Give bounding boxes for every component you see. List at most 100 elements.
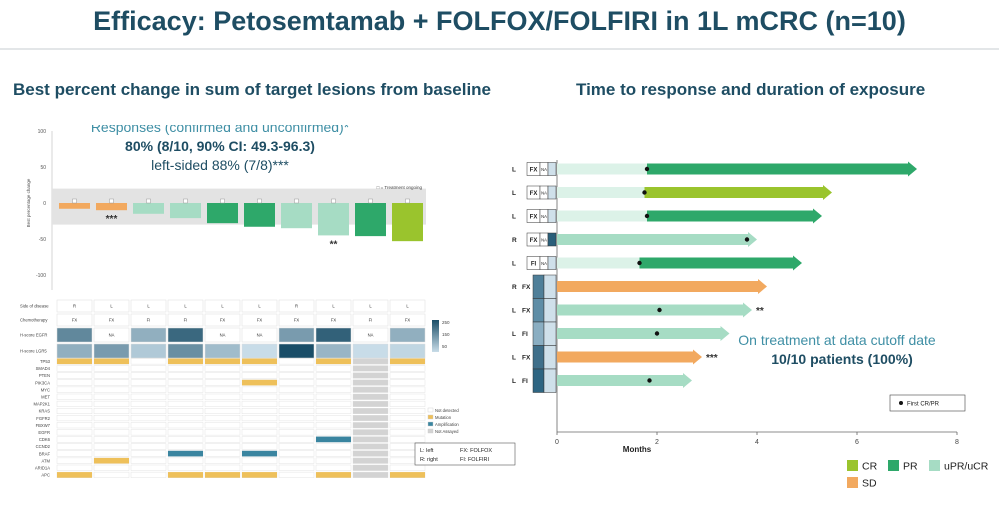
patient-chemo: FX	[522, 284, 531, 291]
mutation-cell	[389, 436, 426, 443]
mutation-cell	[352, 422, 389, 429]
ongoing-marker	[146, 198, 151, 204]
table-cell	[352, 343, 389, 359]
egfr-na: NA	[541, 191, 547, 196]
mutation-cell	[352, 372, 389, 379]
mutation-cell	[93, 471, 130, 478]
mutation-cell	[389, 400, 426, 407]
hscore-scale-label: 150	[442, 332, 450, 337]
patient-side: L	[512, 261, 516, 268]
mutation-cell	[278, 400, 315, 407]
table-cell-text: FX	[405, 318, 411, 323]
title-divider	[0, 48, 999, 50]
gene-label: MET	[41, 395, 50, 400]
patient-side: R	[512, 237, 517, 244]
table-cell	[93, 299, 130, 313]
alteration-cell	[57, 472, 92, 478]
bar-pre-response	[557, 163, 647, 175]
mutation-cell	[93, 464, 130, 471]
table-row-label: H-score LGR5	[20, 349, 47, 354]
mutation-cell	[56, 372, 93, 379]
mutation-cell	[130, 457, 167, 464]
gene-label: EGFR	[38, 430, 50, 435]
hscore-scale-label: 250	[442, 320, 450, 325]
first-response-marker	[744, 237, 750, 242]
bar-arrowhead	[813, 208, 822, 224]
table-cell	[130, 343, 167, 359]
mutation-cell	[389, 422, 426, 429]
patient-side: L	[512, 331, 516, 338]
mutation-cell	[352, 429, 389, 436]
patient-side: L	[512, 167, 516, 174]
lgr5-cell	[543, 368, 557, 393]
egfr-cell	[532, 368, 545, 393]
mutation-legend-label: Not Assayed	[435, 429, 459, 434]
y-tick-label: 50	[40, 165, 46, 171]
on-treatment-line1: On treatment at data cutoff date	[738, 332, 936, 348]
mutation-cell	[241, 415, 278, 422]
egfr-na: NA	[541, 214, 547, 219]
y-tick-label: -50	[39, 237, 46, 243]
first-response-marker	[644, 213, 650, 219]
ongoing-marker	[331, 198, 336, 204]
first-response-marker	[647, 378, 652, 383]
mutation-cell	[93, 436, 130, 443]
mutation-cell	[241, 443, 278, 450]
mutation-cell	[204, 443, 241, 450]
mutation-cell	[278, 443, 315, 450]
mutation-cell	[315, 450, 352, 457]
mutation-cell	[56, 457, 93, 464]
mutation-cell	[167, 429, 204, 436]
egfr-na: NA	[541, 261, 547, 266]
mutation-cell	[56, 436, 93, 443]
table-cell	[167, 299, 204, 313]
x-tick-label: 6	[855, 439, 859, 446]
mutation-cell	[93, 429, 130, 436]
table-cell	[278, 313, 315, 327]
egfr-na: NA	[541, 238, 547, 243]
table-cell-text: FX	[294, 318, 300, 323]
table-row-label: Side of disease	[20, 304, 49, 309]
mutation-cell	[352, 393, 389, 400]
gene-label: PIK3CA	[35, 380, 50, 385]
alteration-cell	[168, 450, 203, 457]
table-cell	[93, 343, 130, 359]
table-cell-text: NA	[220, 333, 226, 338]
alteration-cell	[94, 358, 129, 365]
mutation-cell	[167, 422, 204, 429]
table-cell-text: FI	[184, 318, 188, 323]
bar-response	[557, 375, 683, 386]
mutation-cell	[352, 450, 389, 457]
alteration-cell	[168, 472, 203, 478]
mutation-cell	[56, 408, 93, 415]
mutation-cell	[130, 471, 167, 478]
legend-label: CR	[862, 461, 878, 473]
mutation-cell	[241, 372, 278, 379]
mutation-cell	[167, 457, 204, 464]
table-cell	[56, 327, 93, 343]
mutation-cell	[278, 415, 315, 422]
mutation-cell	[315, 393, 352, 400]
mutation-cell	[278, 386, 315, 393]
patient-chemo: FX	[530, 215, 538, 221]
mutation-cell	[204, 415, 241, 422]
table-cell-text: FI	[369, 318, 373, 323]
alteration-cell	[316, 358, 351, 365]
mutation-cell	[130, 429, 167, 436]
legend-label: PR	[903, 461, 918, 473]
marker-legend-box	[889, 394, 966, 412]
mutation-cell	[352, 457, 389, 464]
mutation-cell	[56, 450, 93, 457]
mutation-cell	[315, 379, 352, 386]
table-cell	[278, 343, 315, 359]
mutation-cell	[278, 372, 315, 379]
patient-chemo: FX	[522, 355, 531, 362]
patient-side: R	[512, 284, 517, 291]
mutation-cell	[278, 408, 315, 415]
mutation-cell	[315, 422, 352, 429]
lgr5-cell	[543, 345, 557, 370]
table-cell-text: NA	[257, 333, 263, 338]
mutation-cell	[93, 443, 130, 450]
legend-label: uPR/uCR	[944, 461, 989, 473]
